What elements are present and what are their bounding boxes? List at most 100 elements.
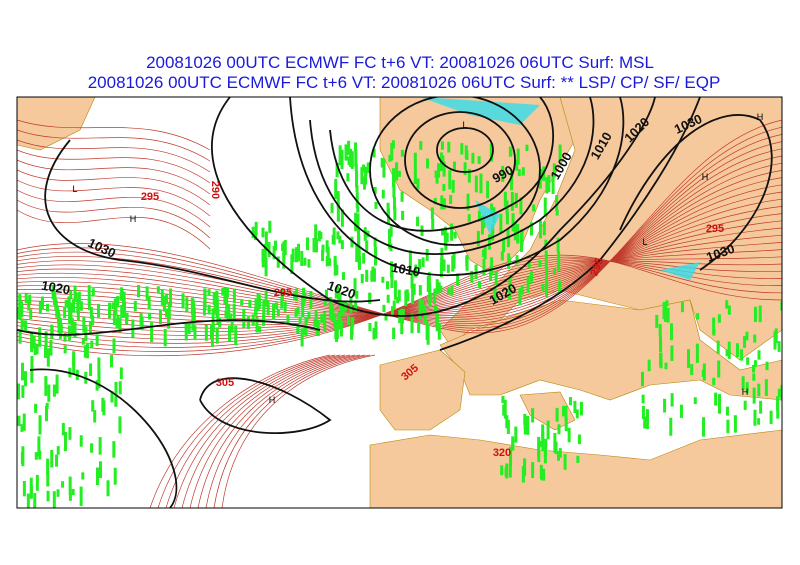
precip-bar bbox=[258, 326, 262, 333]
precip-bar bbox=[514, 426, 518, 443]
precip-bar bbox=[564, 417, 568, 432]
precip-bar bbox=[423, 304, 427, 314]
thickness-line bbox=[205, 354, 366, 508]
precip-bar bbox=[513, 221, 517, 241]
precip-bar bbox=[147, 295, 151, 310]
precip-bar bbox=[296, 243, 300, 262]
thickness-line bbox=[17, 149, 211, 184]
precip-bar bbox=[442, 198, 446, 210]
precip-bar bbox=[726, 419, 730, 434]
precip-bar bbox=[229, 313, 233, 322]
precip-bar bbox=[501, 165, 505, 182]
precip-bar bbox=[547, 175, 551, 193]
precip-bar bbox=[777, 341, 781, 352]
precip-bar bbox=[482, 258, 486, 276]
precip-bar bbox=[286, 314, 290, 324]
precip-bar bbox=[372, 268, 376, 282]
precip-bar bbox=[266, 300, 270, 316]
precip-bar bbox=[417, 321, 421, 333]
precip-bar bbox=[90, 443, 94, 453]
precip-bar bbox=[366, 162, 370, 174]
precip-bar bbox=[510, 170, 514, 191]
precip-bar bbox=[320, 313, 324, 324]
precip-bar bbox=[504, 467, 508, 477]
precip-bar bbox=[44, 405, 48, 422]
precip-bar bbox=[392, 300, 396, 310]
precip-bar bbox=[557, 251, 561, 271]
precip-bar bbox=[499, 213, 503, 234]
precip-bar bbox=[242, 308, 246, 328]
precip-bar bbox=[435, 306, 439, 327]
precip-bar bbox=[374, 201, 378, 209]
precip-bar bbox=[437, 163, 441, 178]
precip-bar bbox=[17, 415, 21, 426]
precip-bar bbox=[37, 436, 41, 457]
precip-bar bbox=[362, 164, 366, 173]
precip-bar bbox=[575, 409, 579, 419]
precip-bar bbox=[312, 237, 316, 253]
precip-bar bbox=[669, 417, 673, 436]
precip-bar bbox=[743, 336, 747, 348]
precip-bar bbox=[61, 422, 65, 436]
precip-bar bbox=[464, 145, 468, 159]
precip-bar bbox=[476, 230, 480, 247]
precip-bar bbox=[441, 228, 445, 236]
precip-bar bbox=[30, 356, 34, 373]
precip-bar bbox=[274, 243, 278, 251]
precip-bar bbox=[456, 273, 460, 286]
precip-bar bbox=[32, 335, 36, 349]
thickness-line bbox=[17, 155, 782, 322]
axis-label: 60°E bbox=[788, 117, 796, 133]
precip-bar bbox=[282, 241, 286, 260]
precip-bar bbox=[357, 234, 361, 250]
precip-bar bbox=[73, 285, 77, 303]
precip-bar bbox=[543, 197, 547, 217]
precip-bar bbox=[290, 254, 294, 275]
thickness-line bbox=[17, 256, 782, 352]
precip-bar bbox=[479, 173, 483, 194]
precip-bar bbox=[426, 276, 430, 292]
thickness-line bbox=[17, 179, 211, 217]
precip-bar bbox=[353, 278, 357, 297]
precip-bar bbox=[413, 152, 417, 165]
precip-bar bbox=[56, 307, 60, 314]
precip-bar bbox=[392, 178, 396, 198]
precip-bar bbox=[97, 369, 101, 389]
precip-bar bbox=[46, 303, 50, 312]
thickness-line bbox=[149, 354, 331, 508]
precip-bar bbox=[184, 324, 188, 341]
precip-bar bbox=[404, 290, 408, 307]
precip-bar bbox=[389, 226, 393, 237]
precip-bar bbox=[355, 244, 359, 263]
precip-bar bbox=[508, 464, 512, 478]
precip-bar bbox=[745, 331, 749, 341]
precip-bar bbox=[400, 191, 404, 202]
precip-bar bbox=[280, 296, 284, 309]
precip-bar bbox=[246, 315, 250, 330]
precip-bar bbox=[88, 320, 92, 335]
precip-bar bbox=[442, 184, 446, 191]
precip-bar bbox=[232, 288, 236, 303]
precip-bar bbox=[540, 169, 544, 179]
precip-bar bbox=[115, 318, 119, 329]
precip-bar bbox=[17, 383, 21, 400]
precip-bar bbox=[430, 207, 434, 219]
thickness-line bbox=[17, 141, 782, 327]
precip-bar bbox=[34, 452, 38, 460]
precip-bar bbox=[340, 209, 344, 227]
precip-bar bbox=[90, 340, 94, 349]
precip-bar bbox=[391, 140, 395, 149]
precip-bar bbox=[24, 293, 28, 304]
precip-bar bbox=[577, 434, 581, 445]
precip-bar bbox=[30, 339, 34, 353]
thickness-line bbox=[17, 184, 782, 315]
precip-bar bbox=[112, 338, 116, 354]
precip-bar bbox=[44, 331, 48, 348]
precip-bar bbox=[38, 415, 42, 435]
precip-bar bbox=[282, 251, 286, 269]
precip-bar bbox=[46, 470, 50, 487]
precip-bar bbox=[202, 301, 206, 316]
precip-bar bbox=[300, 328, 304, 347]
precip-bar bbox=[740, 349, 744, 361]
